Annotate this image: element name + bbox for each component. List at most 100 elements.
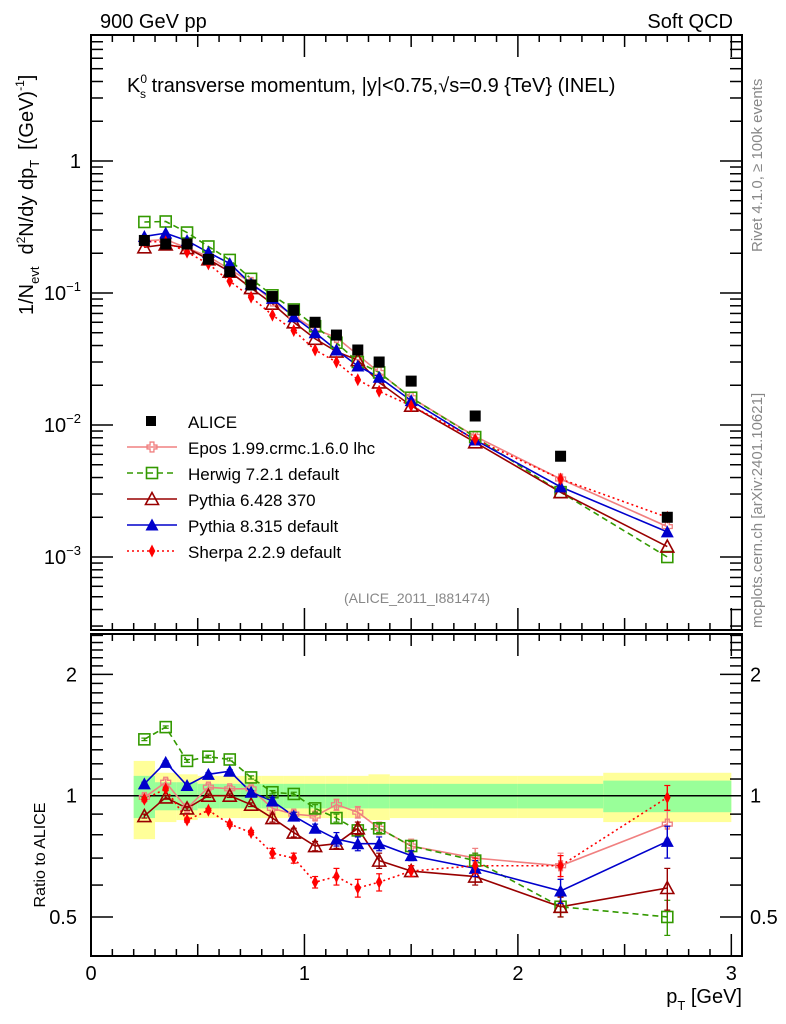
main-marker-alice	[309, 316, 321, 328]
main-marker-pythia-3	[372, 370, 386, 383]
ratio-marker-pythia-3	[180, 779, 194, 792]
main-marker-alice	[266, 291, 278, 303]
main-marker-sherpa-4	[333, 355, 340, 369]
legend-marker	[146, 441, 158, 453]
title-sub: s	[140, 87, 146, 101]
ytick-base: 10	[44, 547, 66, 569]
main-marker-pythia-3	[329, 343, 343, 356]
ratio-marker-pythia-2	[285, 824, 302, 839]
main-marker-alice	[330, 329, 342, 341]
ratio-marker-herwig-1	[202, 750, 215, 763]
main-marker-pythia-2	[659, 538, 676, 553]
ratio-marker-pythia-3	[404, 849, 418, 862]
main-marker-pythia-3	[554, 480, 568, 493]
header-right: Soft QCD	[647, 11, 733, 33]
xlabel-sub: T	[677, 998, 685, 1013]
main-frame	[90, 34, 743, 631]
title-text-a: transverse momentum, |y|<0.75,	[146, 75, 438, 97]
ratio-marker-pythia-2	[307, 837, 323, 853]
ratio-marker-sherpa-4	[471, 859, 479, 873]
main-marker-herwig-1	[660, 550, 674, 564]
main-ytick-label: 10−3	[44, 543, 81, 569]
ratio-marker-pythia-3	[660, 834, 674, 847]
ylabel-part: d	[16, 243, 38, 254]
main-marker-pythia-2	[136, 239, 153, 254]
main-marker-herwig-1	[138, 215, 151, 229]
ytick-base: 1	[70, 151, 81, 173]
legend-marker	[145, 518, 159, 531]
main-line-pythia-3	[144, 232, 668, 533]
main-marker-alice	[352, 344, 364, 356]
legend-marker-alice	[146, 416, 156, 426]
ratio-line-herwig-1	[143, 726, 668, 918]
main-marker-alice	[555, 450, 567, 462]
ratio-axes: 0.5 0.5 1 1 2 2 0 1 2 3	[49, 633, 778, 985]
ratio-ytick-label-left: 1	[66, 786, 77, 808]
ratio-marker-sherpa-4	[311, 875, 319, 889]
main-marker-alice	[245, 279, 257, 291]
ratio-marker-pythia-3	[265, 794, 279, 807]
ratio-marker-pythia-3	[329, 832, 343, 845]
ratio-marker-pythia-3	[287, 809, 301, 822]
ratio-marker-sherpa-4	[141, 792, 148, 806]
main-title: K0 s transverse momentum, |y|<0.75,√s=0.9…	[127, 72, 615, 101]
legend: ALICE Epos 1.99.crmc.1.6.0 lhc Herwig 7.2.…	[127, 413, 376, 562]
ratio-line-pythia-3	[143, 761, 668, 892]
main-marker-pythia-3	[223, 257, 237, 270]
xlabel-unit: [GeV]	[685, 986, 742, 1008]
ratio-marker-epos-0	[352, 806, 364, 818]
ylabel-part: N/dy dp	[16, 168, 38, 237]
main-line-herwig-1	[144, 220, 668, 558]
xlabel-p: p	[666, 986, 677, 1008]
ratio-marker-sherpa-4	[290, 851, 298, 865]
ratio-uncertainty-band	[91, 760, 742, 840]
xtick-label: 0	[85, 963, 96, 985]
ratio-marker-pythia-3	[223, 764, 237, 777]
ratio-marker-pythia-2	[552, 898, 569, 914]
title-text-b: s=0.9 {TeV} (INEL)	[449, 75, 615, 97]
main-marker-alice	[469, 410, 481, 422]
ratio-marker-herwig-1	[330, 811, 343, 825]
ylabel-sup: 2	[14, 236, 28, 243]
ratio-marker-sherpa-4	[333, 870, 340, 884]
ratio-line-epos-0	[143, 781, 668, 867]
main-ytick-label: 10−1	[44, 279, 81, 305]
ratio-marker-herwig-1	[180, 754, 194, 768]
ratio-marker-herwig-1	[660, 910, 674, 924]
legend-marker	[145, 466, 159, 480]
main-marker-sherpa-4	[471, 432, 479, 446]
main-marker-sherpa-4	[226, 274, 234, 288]
main-marker-sherpa-4	[407, 399, 415, 413]
ylabel-part: ]	[16, 75, 38, 81]
main-marker-sherpa-4	[375, 384, 383, 398]
ratio-marker-pythia-2	[157, 789, 174, 804]
ratio-marker-sherpa-4	[205, 803, 212, 817]
main-marker-pythia-3	[308, 326, 322, 339]
ratio-marker-herwig-1	[244, 771, 258, 784]
ratio-marker-pythia-3	[554, 884, 568, 897]
ratio-marker-pythia-2	[264, 809, 281, 825]
main-marker-alice	[160, 238, 172, 250]
ylabel-part: 1/N	[16, 284, 38, 315]
ratio-marker-pythia-3	[244, 785, 258, 798]
main-marker-pythia-3	[351, 359, 365, 372]
rivet-label: Rivet 4.1.0, ≥ 100k events	[749, 79, 766, 252]
legend-marker	[148, 544, 156, 558]
ratio-marker-pythia-2	[243, 796, 259, 811]
legend-label-alice: ALICE	[188, 413, 237, 432]
main-series-lines	[144, 220, 668, 558]
main-marker-alice	[202, 253, 214, 265]
xlabel: pT [GeV]	[666, 986, 742, 1013]
ratio-series-markers	[136, 720, 676, 936]
main-ytick-label: 10−2	[44, 411, 81, 437]
ratio-marker-sherpa-4	[354, 881, 362, 895]
main-marker-sherpa-4	[354, 373, 362, 387]
ytick-exp: −1	[66, 279, 81, 294]
main-ylabel: 1/Nevt d2N/dy dpT [(GeV)-1]	[13, 75, 42, 315]
main-series-markers	[136, 215, 676, 564]
ratio-line-sherpa-4	[144, 787, 668, 889]
ratio-ytick-label-right: 1	[750, 786, 761, 808]
ratio-marker-epos-0	[138, 791, 150, 804]
xtick-label: 2	[512, 963, 523, 985]
